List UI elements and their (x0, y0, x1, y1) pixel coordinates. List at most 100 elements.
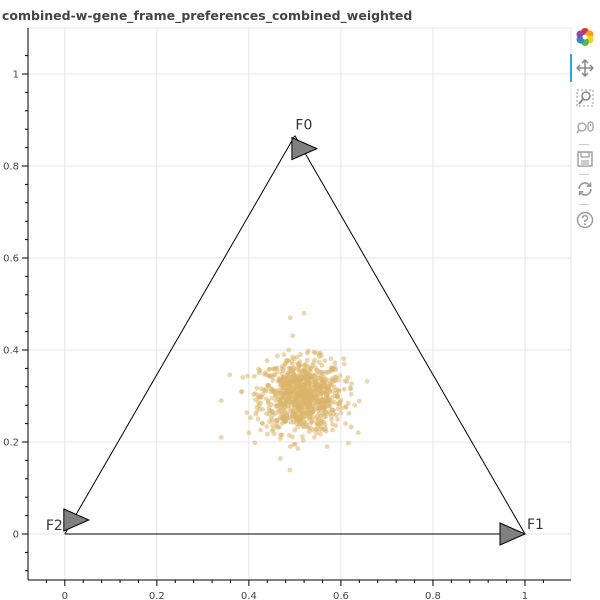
save-tool-icon[interactable] (574, 148, 596, 170)
scatter-point (348, 424, 354, 430)
scatter-point (245, 373, 250, 379)
scatter-point (240, 374, 246, 380)
scatter-point (296, 373, 302, 379)
scatter-point (338, 410, 344, 416)
scatter-point (305, 348, 311, 354)
scatter-point (312, 377, 317, 383)
box-zoom-tool-icon[interactable] (574, 87, 596, 109)
scatter-point (259, 420, 265, 426)
scatter-point (308, 420, 314, 426)
scatter-point (287, 315, 293, 321)
scatter-point (264, 431, 270, 437)
scatter-point (279, 432, 285, 438)
scatter-point (337, 373, 343, 379)
scatter-point (254, 385, 260, 391)
scatter-point (356, 398, 362, 404)
scatter-point (277, 414, 283, 420)
scatter-point (300, 434, 305, 439)
scatter-point (290, 333, 296, 339)
scatter-point (294, 378, 299, 384)
vertex-marker-f1 (499, 522, 527, 546)
scatter-point (308, 394, 314, 400)
scatter-point (346, 410, 352, 416)
simplex-triangle: F0 F1 F2 (46, 118, 544, 546)
scatter-point (259, 394, 264, 400)
scatter-points (218, 310, 370, 473)
scatter-point (273, 410, 278, 416)
pan-tool-icon[interactable] (574, 57, 596, 79)
scatter-point (227, 372, 233, 378)
scatter-point (348, 391, 354, 397)
active-tool-indicator (570, 54, 572, 82)
wheel-zoom-tool-icon[interactable] (574, 117, 596, 139)
y-axis: 0 0.2 0.4 0.6 0.8 1 (3, 28, 29, 580)
chart-title: combined-w-gene_frame_preferences_combin… (2, 8, 413, 23)
scatter-point (335, 417, 341, 422)
scatter-point (318, 431, 323, 437)
scatter-point (301, 369, 307, 375)
scatter-point (258, 427, 264, 433)
scatter-point (287, 467, 293, 473)
scatter-point (317, 375, 323, 381)
scatter-point (252, 440, 258, 446)
bokeh-logo-icon[interactable] (574, 26, 596, 48)
scatter-point (298, 385, 304, 391)
scatter-point (285, 410, 290, 416)
y-tick-label: 0.2 (3, 438, 19, 449)
scatter-point (264, 424, 270, 429)
scatter-point (293, 386, 299, 392)
scatter-point (345, 400, 351, 406)
scatter-point (345, 375, 351, 380)
scatter-point (304, 393, 310, 398)
x-tick-label: 1 (522, 591, 528, 600)
scatter-point (329, 417, 334, 423)
y-tick-label: 0 (13, 530, 19, 541)
scatter-point (266, 382, 272, 388)
scatter-point (331, 384, 337, 390)
scatter-point (264, 358, 270, 364)
scatter-point (270, 374, 276, 380)
scatter-point (253, 411, 259, 417)
scatter-point (311, 434, 317, 440)
triangle-edge (294, 135, 526, 535)
scatter-point (269, 386, 275, 391)
scatter-point (312, 350, 318, 356)
scatter-point (300, 438, 306, 443)
scatter-point (310, 387, 316, 393)
scatter-point (294, 408, 300, 413)
axes (27, 27, 572, 581)
scatter-point (320, 373, 326, 379)
scatter-point (335, 406, 341, 412)
scatter-point (288, 390, 294, 395)
scatter-point (324, 444, 330, 449)
scatter-point (303, 401, 309, 407)
scatter-point (274, 420, 280, 426)
scatter-point (289, 378, 295, 384)
scatter-point (328, 356, 334, 362)
y-tick-label: 0.4 (3, 346, 19, 357)
scatter-point (289, 434, 295, 440)
scatter-point (330, 427, 335, 433)
scatter-point (316, 422, 322, 428)
scatter-point (275, 353, 280, 359)
scatter-point (256, 400, 261, 405)
help-tool-icon[interactable] (574, 209, 596, 231)
scatter-point (301, 396, 306, 402)
scatter-point (301, 310, 307, 316)
scatter-point (304, 357, 310, 363)
x-tick-label: 0.8 (425, 591, 441, 600)
reset-tool-icon[interactable] (574, 178, 596, 200)
y-tick-label: 0.8 (3, 162, 19, 173)
scatter-point (306, 372, 312, 378)
scatter-point (344, 379, 350, 384)
scatter-point (265, 398, 271, 404)
scatter-point (297, 417, 303, 422)
scatter-point (339, 405, 345, 411)
scatter-point (270, 378, 276, 383)
scatter-point (269, 428, 275, 434)
scatter-point (314, 396, 320, 402)
scatter-point (314, 367, 319, 373)
y-tick-label: 1 (13, 70, 19, 81)
